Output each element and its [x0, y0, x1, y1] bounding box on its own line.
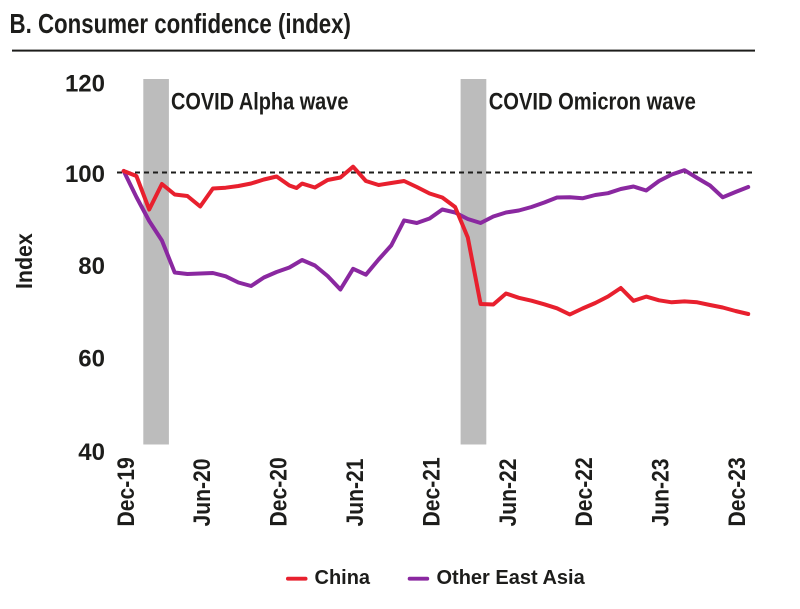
svg-text:Dec-20: Dec-20	[265, 457, 292, 526]
svg-text:Dec-19: Dec-19	[113, 457, 140, 526]
svg-text:80: 80	[78, 253, 105, 280]
svg-text:60: 60	[78, 346, 105, 373]
svg-text:B. Consumer confidence (index): B. Consumer confidence (index)	[10, 9, 351, 40]
svg-text:Jun-20: Jun-20	[189, 458, 216, 526]
svg-text:120: 120	[65, 71, 105, 98]
svg-text:Index: Index	[11, 233, 37, 289]
svg-text:Jun-22: Jun-22	[495, 458, 522, 526]
svg-text:100: 100	[65, 161, 105, 188]
svg-text:40: 40	[78, 439, 105, 466]
svg-text:COVID Alpha wave: COVID Alpha wave	[171, 88, 348, 115]
svg-text:Dec-23: Dec-23	[724, 457, 751, 526]
svg-text:Dec-22: Dec-22	[571, 457, 598, 526]
svg-text:China: China	[315, 567, 371, 589]
svg-text:Dec-21: Dec-21	[418, 457, 445, 526]
svg-text:Jun-21: Jun-21	[342, 458, 369, 526]
svg-text:Jun-23: Jun-23	[647, 458, 674, 526]
svg-text:COVID Omicron wave: COVID Omicron wave	[489, 88, 696, 115]
svg-text:Other East Asia: Other East Asia	[437, 567, 586, 589]
